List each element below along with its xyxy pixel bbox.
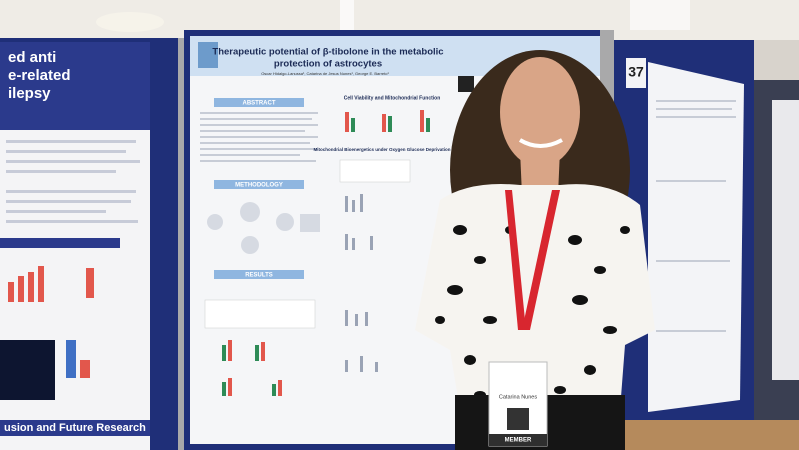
- figure: [345, 110, 430, 132]
- figure: [8, 266, 94, 302]
- right-poster: [648, 62, 744, 412]
- badge: [488, 361, 548, 447]
- poster-title: Therapeutic potential of β-tibolone in t…: [212, 47, 443, 58]
- figure-heading: Cell Viability and Mitochondrial Functio…: [344, 95, 441, 101]
- badge-role: MEMBER: [505, 438, 532, 444]
- section-bar: [214, 270, 304, 279]
- section-title: METHODOLOGY: [235, 183, 283, 189]
- section-bar: [0, 238, 120, 248]
- text-lines: [6, 140, 140, 223]
- print-pattern: [435, 225, 630, 399]
- board-number: 37: [628, 64, 644, 80]
- section-title: RESULTS: [245, 273, 273, 279]
- logo: [198, 42, 218, 68]
- figure: [66, 340, 76, 378]
- qr-code: [507, 408, 529, 430]
- poster-title: e-related: [8, 67, 71, 84]
- light: [630, 0, 690, 30]
- section-bar: [214, 180, 304, 189]
- smile: [518, 138, 563, 148]
- number-card: [626, 58, 646, 88]
- qr-code: [458, 76, 474, 92]
- figure-heading: Mitochondrial Bioenergetics under Oxygen…: [313, 147, 450, 152]
- section-bar: [0, 420, 150, 436]
- lanyard: [522, 190, 560, 330]
- poster-title: protection of astrocytes: [274, 59, 382, 70]
- section-bar: [214, 98, 304, 107]
- micrograph: [0, 340, 55, 400]
- figure: [80, 360, 90, 378]
- poster-title: ed anti: [8, 49, 56, 66]
- figure: [339, 159, 411, 372]
- badge-band: [489, 434, 547, 446]
- figure: [204, 299, 316, 396]
- authors: Oscar Hidalgo-Lanussa¹, Catarina de Jesu…: [261, 71, 389, 76]
- badge-name: Catarina Nunes: [499, 394, 537, 400]
- diagram: [207, 202, 320, 254]
- lanyard: [505, 190, 526, 330]
- text-lines: [200, 112, 318, 162]
- poster-title: ilepsy: [8, 85, 51, 102]
- pole: [178, 38, 184, 450]
- section-title: ABSTRACT: [243, 101, 276, 107]
- neck: [520, 150, 560, 195]
- text-lines: [656, 100, 736, 332]
- section-title: usion and Future Research: [4, 422, 146, 434]
- poster: [772, 100, 799, 380]
- lamp: [96, 12, 164, 32]
- poster-header: [0, 42, 150, 130]
